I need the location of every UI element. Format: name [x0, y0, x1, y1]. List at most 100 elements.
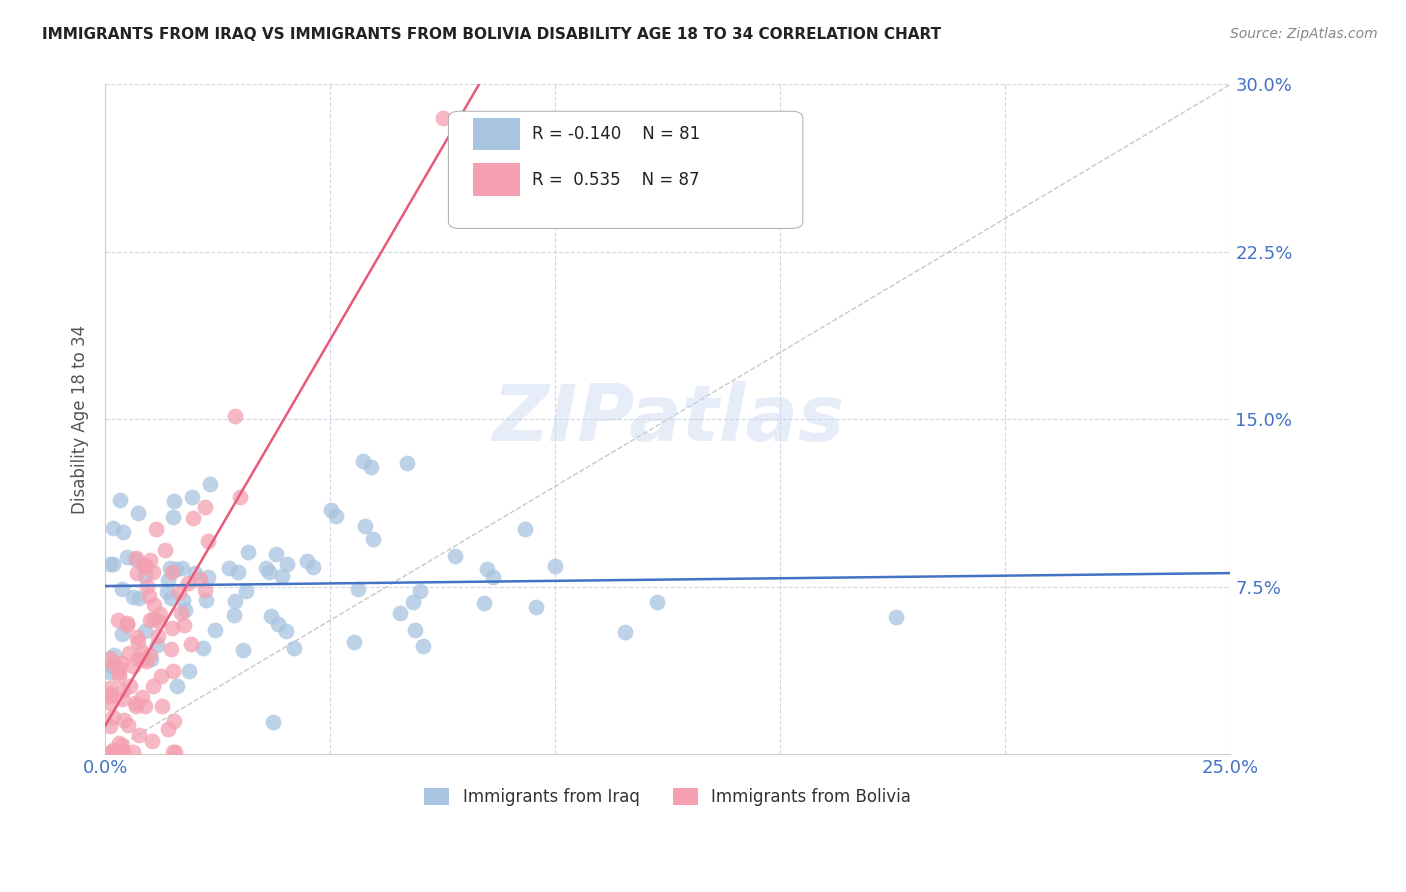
Point [181, 511, 204, 525]
Point [108, 665, 131, 679]
Point [117, 718, 139, 732]
Point [125, 566, 148, 580]
Point [139, 648, 162, 662]
Point [360, 459, 382, 474]
Point [232, 642, 254, 657]
Point [142, 612, 165, 626]
Point [138, 613, 160, 627]
Point [115, 549, 138, 564]
Point [118, 647, 141, 661]
Point [98, 665, 121, 680]
Point [108, 493, 131, 508]
Point [98, 690, 121, 704]
Point [524, 599, 547, 614]
Point [134, 569, 156, 583]
Point [131, 645, 153, 659]
Point [170, 606, 193, 620]
Point [347, 582, 370, 596]
Point [108, 745, 131, 759]
Point [165, 561, 187, 575]
Point [163, 494, 186, 508]
Point [404, 623, 426, 637]
Point [162, 622, 184, 636]
Point [148, 615, 170, 629]
Point [173, 603, 195, 617]
Point [513, 522, 536, 536]
Point [235, 583, 257, 598]
Point [166, 679, 188, 693]
Point [162, 664, 184, 678]
Point [218, 561, 240, 575]
Point [343, 635, 366, 649]
Point [173, 618, 195, 632]
Point [127, 506, 149, 520]
Point [134, 698, 156, 713]
Point [224, 409, 246, 423]
Point [195, 593, 218, 607]
Point [475, 561, 498, 575]
Point [613, 625, 636, 640]
Point [107, 736, 129, 750]
Point [145, 522, 167, 536]
Point [108, 661, 131, 675]
Point [98, 719, 121, 733]
Point [101, 743, 124, 757]
Point [472, 596, 495, 610]
Point [204, 624, 226, 638]
Point [162, 745, 184, 759]
Point [224, 593, 246, 607]
Point [141, 734, 163, 748]
Legend: Immigrants from Iraq, Immigrants from Bolivia: Immigrants from Iraq, Immigrants from Bo… [418, 781, 918, 813]
Point [111, 738, 134, 752]
Point [198, 476, 221, 491]
Text: IMMIGRANTS FROM IRAQ VS IMMIGRANTS FROM BOLIVIA DISABILITY AGE 18 TO 34 CORRELAT: IMMIGRANTS FROM IRAQ VS IMMIGRANTS FROM … [42, 27, 941, 42]
Point [645, 594, 668, 608]
Point [295, 553, 318, 567]
Point [101, 745, 124, 759]
Point [254, 560, 277, 574]
Point [257, 565, 280, 579]
Text: R =  0.535    N = 87: R = 0.535 N = 87 [531, 170, 699, 188]
Point [127, 630, 149, 644]
Point [170, 560, 193, 574]
Point [271, 568, 294, 582]
Point [112, 713, 135, 727]
Point [197, 533, 219, 548]
Point [111, 627, 134, 641]
Point [139, 552, 162, 566]
Point [111, 582, 134, 596]
Point [262, 715, 284, 730]
Point [149, 607, 172, 621]
Point [128, 591, 150, 606]
Point [388, 606, 411, 620]
Point [148, 630, 170, 644]
Point [325, 508, 347, 523]
Point [162, 509, 184, 524]
Point [98, 687, 121, 701]
Point [319, 502, 342, 516]
Point [283, 641, 305, 656]
FancyBboxPatch shape [474, 163, 520, 195]
Point [146, 638, 169, 652]
Point [120, 679, 142, 693]
Point [259, 608, 281, 623]
Point [103, 648, 125, 663]
Point [138, 589, 160, 603]
Point [121, 590, 143, 604]
Point [157, 573, 180, 587]
Point [482, 570, 505, 584]
Point [160, 565, 183, 579]
Point [103, 657, 125, 671]
FancyBboxPatch shape [474, 118, 520, 150]
Point [136, 579, 159, 593]
Point [125, 551, 148, 566]
Point [274, 624, 297, 638]
Point [181, 490, 204, 504]
Point [180, 637, 202, 651]
Point [163, 714, 186, 729]
Point [139, 651, 162, 665]
Point [112, 682, 135, 697]
Point [124, 552, 146, 566]
Point [111, 692, 134, 706]
Point [395, 456, 418, 470]
